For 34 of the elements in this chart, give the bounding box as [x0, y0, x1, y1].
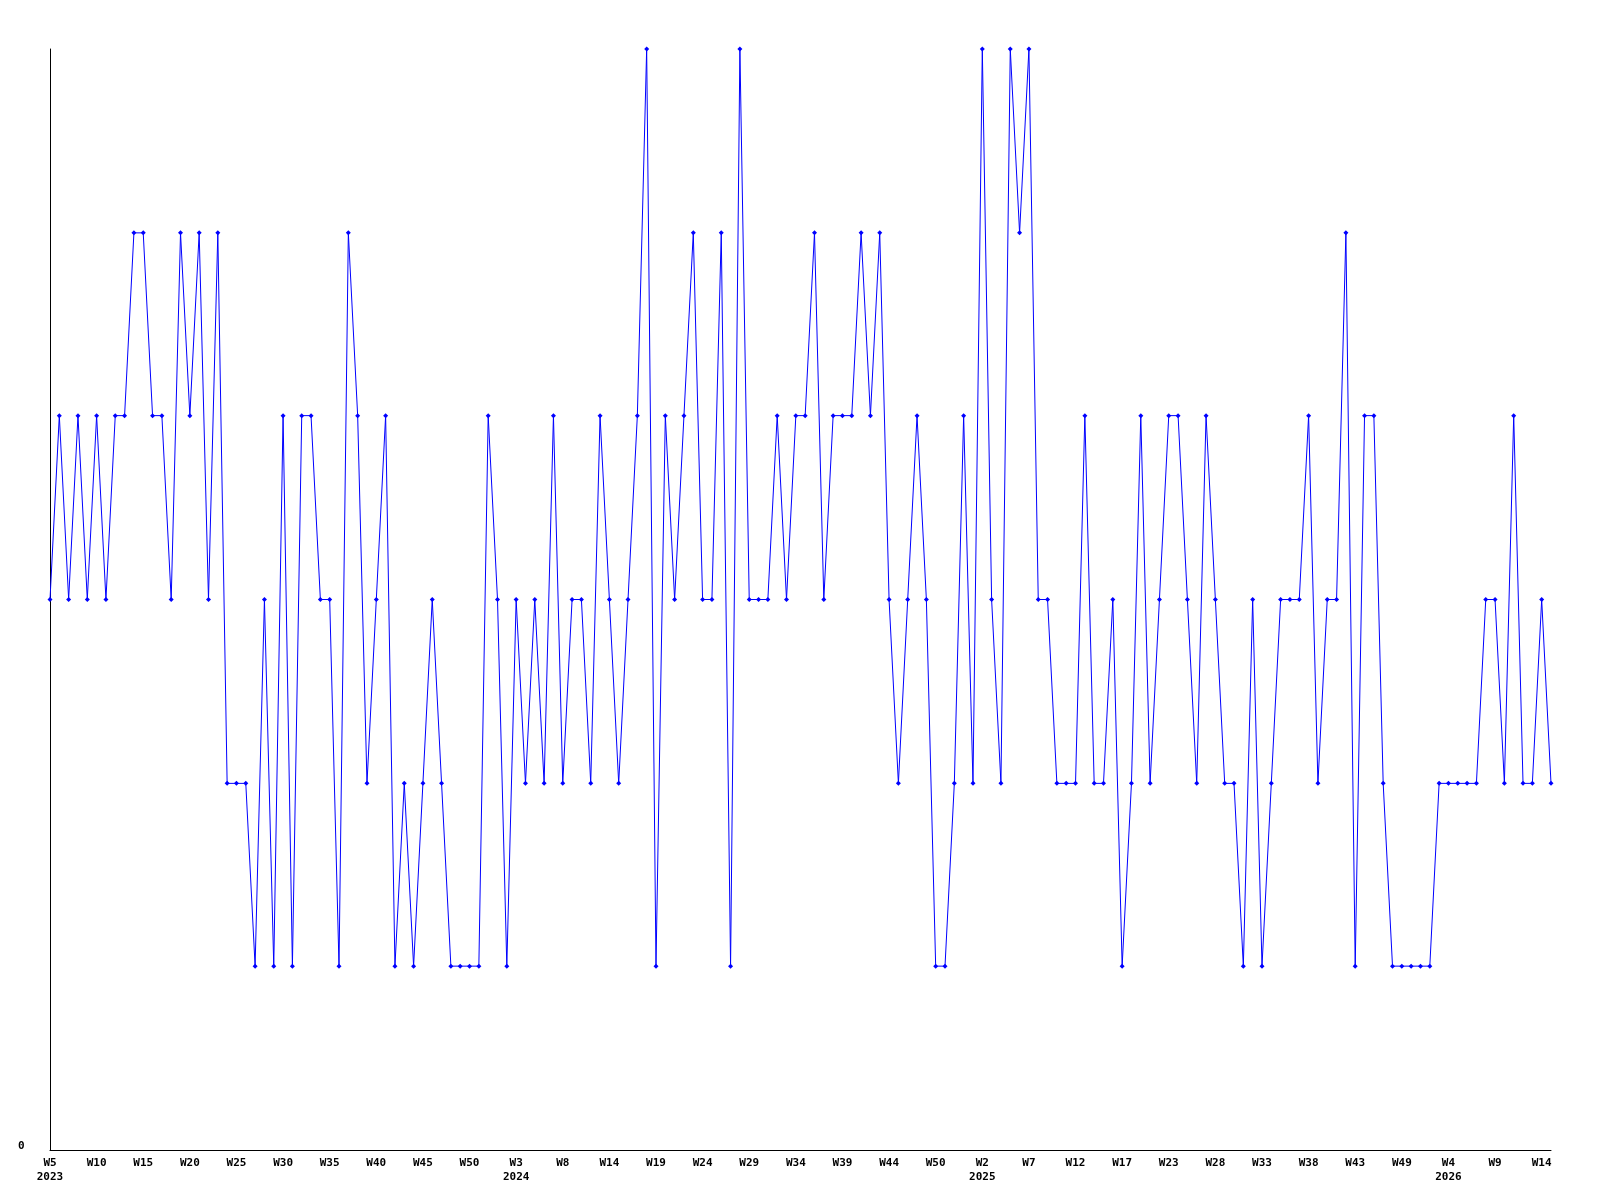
x-tick-label: W29	[739, 1155, 760, 1169]
x-tick-label: W28	[1205, 1155, 1226, 1169]
x-tick-label: W3 2024	[502, 1155, 530, 1183]
x-tick-label: W43	[1345, 1155, 1366, 1169]
x-tick-label: W33	[1252, 1155, 1272, 1169]
x-tick-label: W5 2023	[36, 1155, 64, 1183]
x-tick-label: W2 2025	[969, 1155, 996, 1183]
x-tick-label: W40	[366, 1155, 387, 1169]
x-tick-label: W38	[1298, 1155, 1319, 1169]
x-tick-label: W19	[646, 1155, 666, 1169]
x-tick-label: W24	[692, 1155, 713, 1169]
x-tick-label: W50	[459, 1155, 480, 1169]
x-tick-label: W30	[273, 1155, 294, 1169]
x-tick-label: W8	[556, 1155, 570, 1169]
x-tick-label: W14	[1531, 1155, 1552, 1169]
x-tick-label: W23	[1158, 1155, 1179, 1169]
x-tick-label: W12	[1065, 1155, 1086, 1169]
x-tick-label: W45	[412, 1155, 433, 1169]
x-tick-label: W10	[86, 1155, 107, 1169]
x-tick-label: W39	[832, 1155, 853, 1169]
x-tick-label: W44	[879, 1155, 900, 1169]
x-tick-label: W49	[1391, 1155, 1412, 1169]
x-tick-label: W50	[925, 1155, 946, 1169]
x-tick-label: W35	[319, 1155, 340, 1169]
x-tick-label: W7	[1022, 1155, 1036, 1169]
text: 0	[18, 1139, 25, 1152]
x-tick-label: W14	[599, 1155, 620, 1169]
x-tick-label: W9	[1488, 1155, 1502, 1169]
x-tick-label: W17	[1112, 1155, 1133, 1169]
x-tick-label: W15	[133, 1155, 154, 1169]
x-tick-label: W25	[226, 1155, 247, 1169]
x-tick-label: W20	[179, 1155, 200, 1169]
x-tick-label: W4 2026	[1435, 1155, 1463, 1183]
x-tick-label: W34	[785, 1155, 807, 1169]
